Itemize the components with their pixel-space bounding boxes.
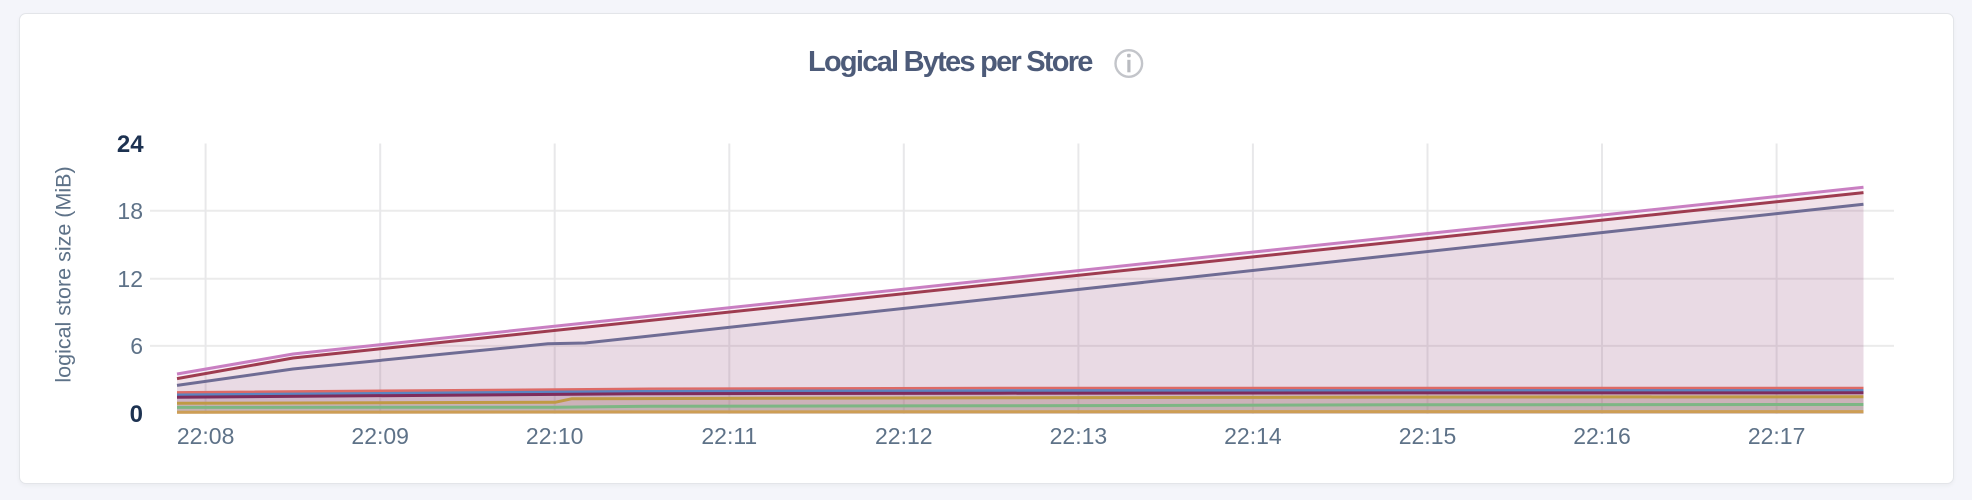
svg-text:22:10: 22:10 xyxy=(526,423,584,449)
svg-text:12: 12 xyxy=(117,266,143,292)
svg-text:24: 24 xyxy=(117,131,144,158)
svg-text:6: 6 xyxy=(130,333,143,359)
svg-text:22:16: 22:16 xyxy=(1573,423,1631,449)
svg-text:0: 0 xyxy=(130,401,143,428)
svg-text:22:11: 22:11 xyxy=(701,423,757,449)
svg-text:22:09: 22:09 xyxy=(351,423,409,449)
svg-text:22:08: 22:08 xyxy=(177,423,235,449)
svg-text:22:13: 22:13 xyxy=(1050,423,1108,449)
svg-text:22:15: 22:15 xyxy=(1399,423,1457,449)
svg-text:22:14: 22:14 xyxy=(1224,423,1282,449)
svg-text:18: 18 xyxy=(117,198,143,224)
svg-text:22:17: 22:17 xyxy=(1748,423,1806,449)
svg-text:22:12: 22:12 xyxy=(875,423,933,449)
